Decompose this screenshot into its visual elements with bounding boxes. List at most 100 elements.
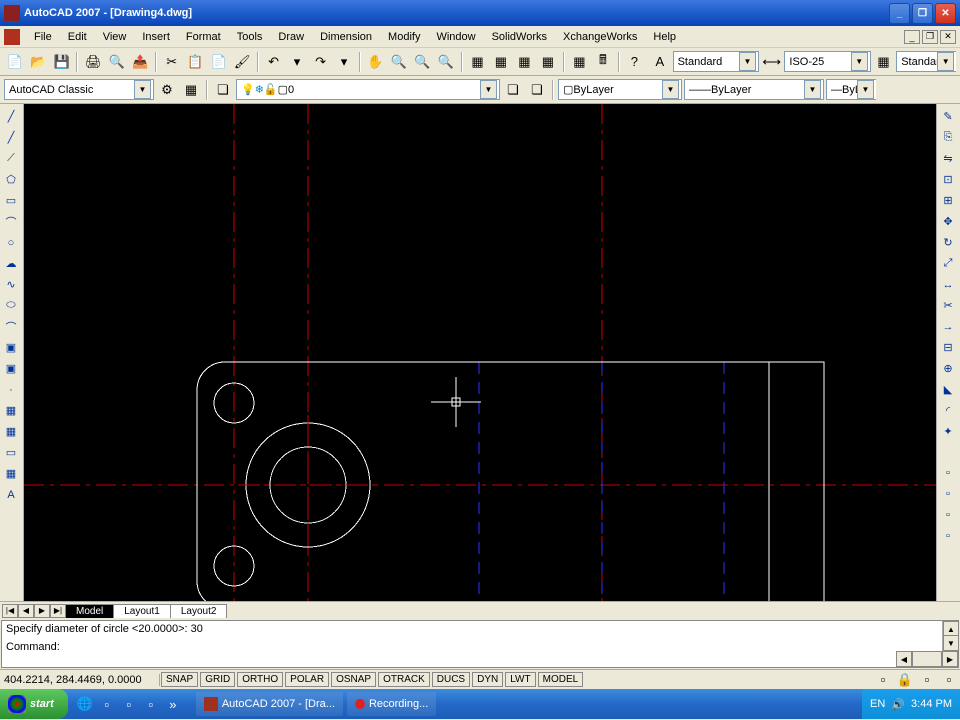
- doc-close-button[interactable]: ✕: [940, 30, 956, 44]
- menu-view[interactable]: View: [95, 29, 135, 45]
- explode-icon[interactable]: ✦: [937, 421, 959, 442]
- markup-icon[interactable]: ▦: [569, 51, 590, 73]
- status-ducs[interactable]: DUCS: [432, 672, 470, 687]
- command-window[interactable]: Specify diameter of circle <20.0000>: 30…: [1, 620, 959, 668]
- offset-icon[interactable]: ⊡: [937, 169, 959, 190]
- menu-tools[interactable]: Tools: [229, 29, 271, 45]
- join-icon[interactable]: ⊕: [937, 358, 959, 379]
- scroll-down-icon[interactable]: ▼: [943, 635, 959, 651]
- plot-icon[interactable]: 🖨: [82, 51, 103, 73]
- array-icon[interactable]: ⊞: [937, 190, 959, 211]
- ellipse-arc-icon[interactable]: ⌒: [0, 316, 22, 337]
- status-snap[interactable]: SNAP: [161, 672, 198, 687]
- status-grid[interactable]: GRID: [200, 672, 235, 687]
- layer-select[interactable]: 💡❄🔓▢ 0: [236, 79, 500, 100]
- copy-icon[interactable]: 📋: [184, 51, 205, 73]
- table-style-select[interactable]: Standard: [896, 51, 956, 72]
- doc-restore-button[interactable]: ❐: [922, 30, 938, 44]
- dim-style-icon[interactable]: ⟷: [761, 51, 782, 73]
- region-icon[interactable]: ▭: [0, 442, 22, 463]
- arc-icon[interactable]: ⌒: [0, 211, 22, 232]
- linetype-select[interactable]: —— ByLayer: [684, 79, 824, 100]
- quick-launch-1-icon[interactable]: 🌐: [74, 693, 96, 715]
- layer-states-icon[interactable]: ❏: [526, 79, 548, 101]
- rectangle-icon[interactable]: ▭: [0, 190, 22, 211]
- zoom-rt-icon[interactable]: 🔍: [388, 51, 409, 73]
- redo-dropdown-icon[interactable]: ▾: [333, 51, 354, 73]
- break-icon[interactable]: ⊟: [937, 337, 959, 358]
- workspace-toolbar-icon[interactable]: ▦: [180, 79, 202, 101]
- menu-format[interactable]: Format: [178, 29, 229, 45]
- mirror-icon[interactable]: ⇋: [937, 148, 959, 169]
- revcloud-icon[interactable]: ☁: [0, 253, 22, 274]
- chamfer-icon[interactable]: ◣: [937, 379, 959, 400]
- properties-icon[interactable]: ▦: [467, 51, 488, 73]
- table-icon[interactable]: ▦: [0, 463, 22, 484]
- scroll-left-icon[interactable]: ◀: [896, 651, 912, 667]
- dim-style-select[interactable]: ISO-25: [784, 51, 870, 72]
- new-icon[interactable]: 📄: [4, 51, 25, 73]
- workspace-settings-icon[interactable]: ⚙: [156, 79, 178, 101]
- scroll-right-icon[interactable]: ▶: [942, 651, 958, 667]
- tool4-icon[interactable]: ▫: [937, 525, 959, 546]
- open-icon[interactable]: 📂: [27, 51, 48, 73]
- tool3-icon[interactable]: ▫: [937, 504, 959, 525]
- menu-modify[interactable]: Modify: [380, 29, 428, 45]
- language-indicator[interactable]: EN: [870, 698, 885, 710]
- menu-draw[interactable]: Draw: [270, 29, 312, 45]
- lineweight-select[interactable]: — ByL: [826, 79, 876, 100]
- tool-palettes-icon[interactable]: ▦: [514, 51, 535, 73]
- menu-help[interactable]: Help: [645, 29, 684, 45]
- start-button[interactable]: start: [0, 689, 68, 719]
- layer-props-icon[interactable]: ❏: [212, 79, 234, 101]
- menu-edit[interactable]: Edit: [60, 29, 95, 45]
- status-polar[interactable]: POLAR: [285, 672, 329, 687]
- text-style-icon[interactable]: A: [649, 51, 670, 73]
- menu-file[interactable]: File: [26, 29, 60, 45]
- copy-obj-icon[interactable]: ⎘: [937, 127, 959, 148]
- spline-icon[interactable]: ∿: [0, 274, 22, 295]
- rotate-icon[interactable]: ↻: [937, 232, 959, 253]
- doc-minimize-button[interactable]: _: [904, 30, 920, 44]
- menu-xchangeworks[interactable]: XchangeWorks: [555, 29, 645, 45]
- status-model[interactable]: MODEL: [538, 672, 584, 687]
- design-center-icon[interactable]: ▦: [490, 51, 511, 73]
- tray-icon-4[interactable]: ▫: [938, 669, 960, 691]
- layer-prev-icon[interactable]: ❏: [502, 79, 524, 101]
- fillet-icon[interactable]: ◜: [937, 400, 959, 421]
- menu-dimension[interactable]: Dimension: [312, 29, 380, 45]
- polygon-icon[interactable]: ⬠: [0, 169, 22, 190]
- mtext-icon[interactable]: A: [0, 484, 22, 505]
- tool2-icon[interactable]: ▫: [937, 483, 959, 504]
- taskbar-item-autocad[interactable]: AutoCAD 2007 - [Dra...: [196, 692, 343, 716]
- quick-launch-more-icon[interactable]: »: [162, 693, 184, 715]
- sheet-set-icon[interactable]: ▦: [537, 51, 558, 73]
- trim-icon[interactable]: ✂: [937, 295, 959, 316]
- status-dyn[interactable]: DYN: [472, 672, 503, 687]
- tray-icon-3[interactable]: ▫: [916, 669, 938, 691]
- table-style-icon[interactable]: ▦: [873, 51, 894, 73]
- tray-volume-icon[interactable]: 🔊: [891, 698, 905, 711]
- tab-model[interactable]: Model: [65, 604, 114, 618]
- move-icon[interactable]: ✥: [937, 211, 959, 232]
- redo-icon[interactable]: ↷: [310, 51, 331, 73]
- gradient-icon[interactable]: ▦: [0, 421, 22, 442]
- color-select[interactable]: ▢ ByLayer: [558, 79, 682, 100]
- workspace-select[interactable]: AutoCAD Classic: [4, 79, 154, 100]
- drawing-canvas[interactable]: XY: [24, 104, 936, 601]
- help-icon[interactable]: ?: [624, 51, 645, 73]
- status-osnap[interactable]: OSNAP: [331, 672, 376, 687]
- tab-first-button[interactable]: |◀: [2, 604, 18, 618]
- tab-next-button[interactable]: ▶: [34, 604, 50, 618]
- extend-icon[interactable]: →: [937, 316, 959, 337]
- status-ortho[interactable]: ORTHO: [237, 672, 283, 687]
- insert-block-icon[interactable]: ▣: [0, 337, 22, 358]
- tab-layout1[interactable]: Layout1: [113, 604, 171, 618]
- status-otrack[interactable]: OTRACK: [378, 672, 430, 687]
- publish-icon[interactable]: 📤: [129, 51, 150, 73]
- scale-icon[interactable]: ⤢: [937, 253, 959, 274]
- cut-icon[interactable]: ✂: [161, 51, 182, 73]
- preview-icon[interactable]: 🔍: [106, 51, 127, 73]
- quick-launch-3-icon[interactable]: ▫: [118, 693, 140, 715]
- tab-prev-button[interactable]: ◀: [18, 604, 34, 618]
